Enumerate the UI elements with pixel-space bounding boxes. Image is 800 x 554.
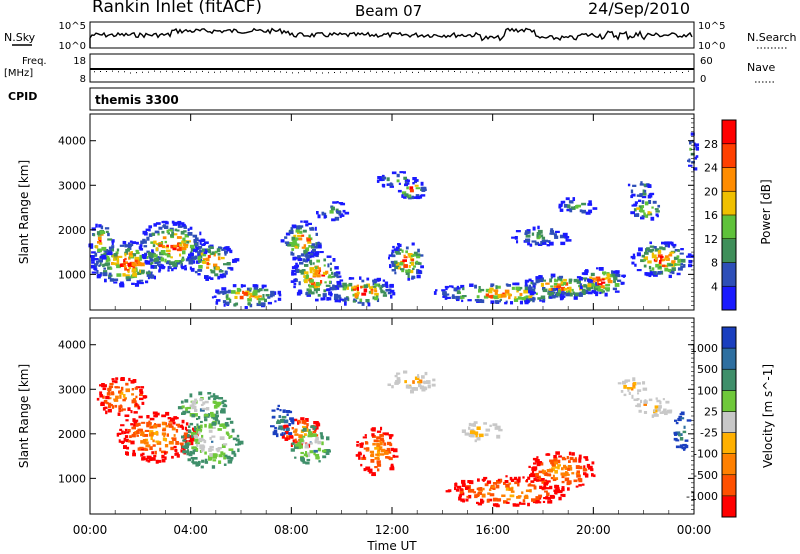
colorbar-swatch	[722, 167, 736, 192]
colorbar-swatch	[722, 238, 736, 263]
velocity-colorbar-label: Velocity [m s^-1]	[761, 364, 775, 468]
power-colorbar-label: Power [dB]	[759, 179, 773, 244]
y-tick-label: 2000	[58, 224, 86, 237]
power-colorbar: 4 8 12 16 20 24 28	[704, 119, 737, 311]
x-tick-label: 00:00	[677, 523, 712, 537]
noise-sky-trace	[89, 27, 693, 48]
time-axis-label: Time UT	[366, 539, 417, 553]
colorbar-swatch	[722, 191, 736, 216]
colorbar-swatch	[722, 495, 736, 518]
velocity-heatmap-data	[96, 370, 692, 508]
y-tick-label: 4000	[58, 339, 86, 352]
x-tick-label: 08:00	[274, 523, 309, 537]
velocity-ylabel: Slant Range [km]	[17, 364, 31, 468]
beam-title: Beam 07	[355, 2, 422, 20]
colorbar-tick-label: 28	[704, 138, 718, 151]
nsearch-tick-bottom: 10^0	[698, 41, 725, 52]
colorbar-tick-label: -25	[700, 427, 718, 440]
x-tick-label: 00:00	[73, 523, 108, 537]
y-tick-label: 3000	[58, 383, 86, 396]
nave-label: Nave	[747, 61, 775, 74]
colorbar-tick-label: 500	[697, 363, 718, 376]
x-tick-label: 20:00	[576, 523, 611, 537]
x-tick-label: 12:00	[375, 523, 410, 537]
colorbar-swatch	[722, 143, 736, 168]
power-heatmap-data	[88, 132, 700, 309]
freq-tick-bottom: 8	[80, 74, 86, 85]
noise-panel: N.Sky 10^5 10^0 10^5 10^0 N.Search	[4, 21, 797, 52]
colorbar-swatch	[722, 120, 736, 145]
frequency-panel: Freq. [MHz] 18 8 60 0 Nave	[4, 53, 775, 85]
colorbar-tick-label: -100	[693, 448, 718, 461]
colorbar-tick-label: 12	[704, 233, 718, 246]
colorbar-swatch	[722, 327, 736, 349]
nave-tick-bottom: 0	[700, 74, 706, 85]
nsearch-label: N.Search	[747, 31, 797, 44]
colorbar-swatch	[722, 411, 736, 434]
colorbar-tick-label: -500	[693, 469, 718, 482]
colorbar-swatch	[722, 348, 736, 370]
y-tick-label: 1000	[58, 472, 86, 485]
colorbar-swatch	[722, 474, 736, 497]
y-tick-label: 4000	[58, 135, 86, 148]
freq-unit-label: [MHz]	[4, 68, 33, 79]
cpid-value: themis 3300	[95, 93, 179, 107]
time-axis: 00:00 04:00 08:00 12:00 16:00 20:00 00:00	[73, 114, 712, 537]
nave-tick-top: 60	[700, 56, 713, 67]
nave-trace	[94, 70, 689, 74]
nsky-tick-top: 10^5	[59, 21, 86, 32]
colorbar-swatch	[722, 262, 736, 287]
x-tick-label: 16:00	[475, 523, 510, 537]
colorbar-swatch	[722, 286, 736, 311]
colorbar-swatch	[722, 453, 736, 476]
colorbar-tick-label: 1000	[690, 342, 718, 355]
nsearch-tick-top: 10^5	[698, 21, 725, 32]
y-tick-label: 1000	[58, 268, 86, 281]
y-tick-label: 2000	[58, 428, 86, 441]
nsky-tick-bottom: 10^0	[59, 41, 86, 52]
colorbar-tick-label: 24	[704, 162, 718, 175]
colorbar-tick-label: 100	[697, 384, 718, 397]
colorbar-tick-label: 16	[704, 209, 718, 222]
nsky-label: N.Sky	[4, 31, 36, 44]
colorbar-swatch	[722, 432, 736, 455]
velocity-colorbar: -1000 -500 -100 -25 25 100 500 1000	[686, 326, 737, 518]
cpid-label: CPID	[8, 90, 37, 103]
colorbar-swatch	[722, 215, 736, 240]
colorbar-swatch	[722, 390, 736, 412]
station-title: Rankin Inlet (fitACF)	[92, 0, 262, 17]
y-tick-label: 3000	[58, 179, 86, 192]
x-tick-label: 04:00	[173, 523, 208, 537]
power-ylabel: Slant Range [km]	[17, 160, 31, 264]
colorbar-tick-label: -1000	[686, 490, 718, 503]
colorbar-tick-label: 8	[711, 257, 718, 270]
date-title: 24/Sep/2010	[588, 0, 690, 18]
power-panel: 1000 2000 3000 4000 Slant Range [km] 4 8 12 16…	[17, 113, 773, 311]
colorbar-swatch	[722, 369, 736, 391]
colorbar-tick-label: 4	[711, 280, 718, 293]
freq-label: Freq.	[22, 56, 47, 67]
colorbar-tick-label: 25	[704, 405, 718, 418]
cpid-panel: CPID themis 3300	[8, 87, 695, 111]
colorbar-tick-label: 20	[704, 185, 718, 198]
freq-tick-top: 18	[73, 56, 86, 67]
